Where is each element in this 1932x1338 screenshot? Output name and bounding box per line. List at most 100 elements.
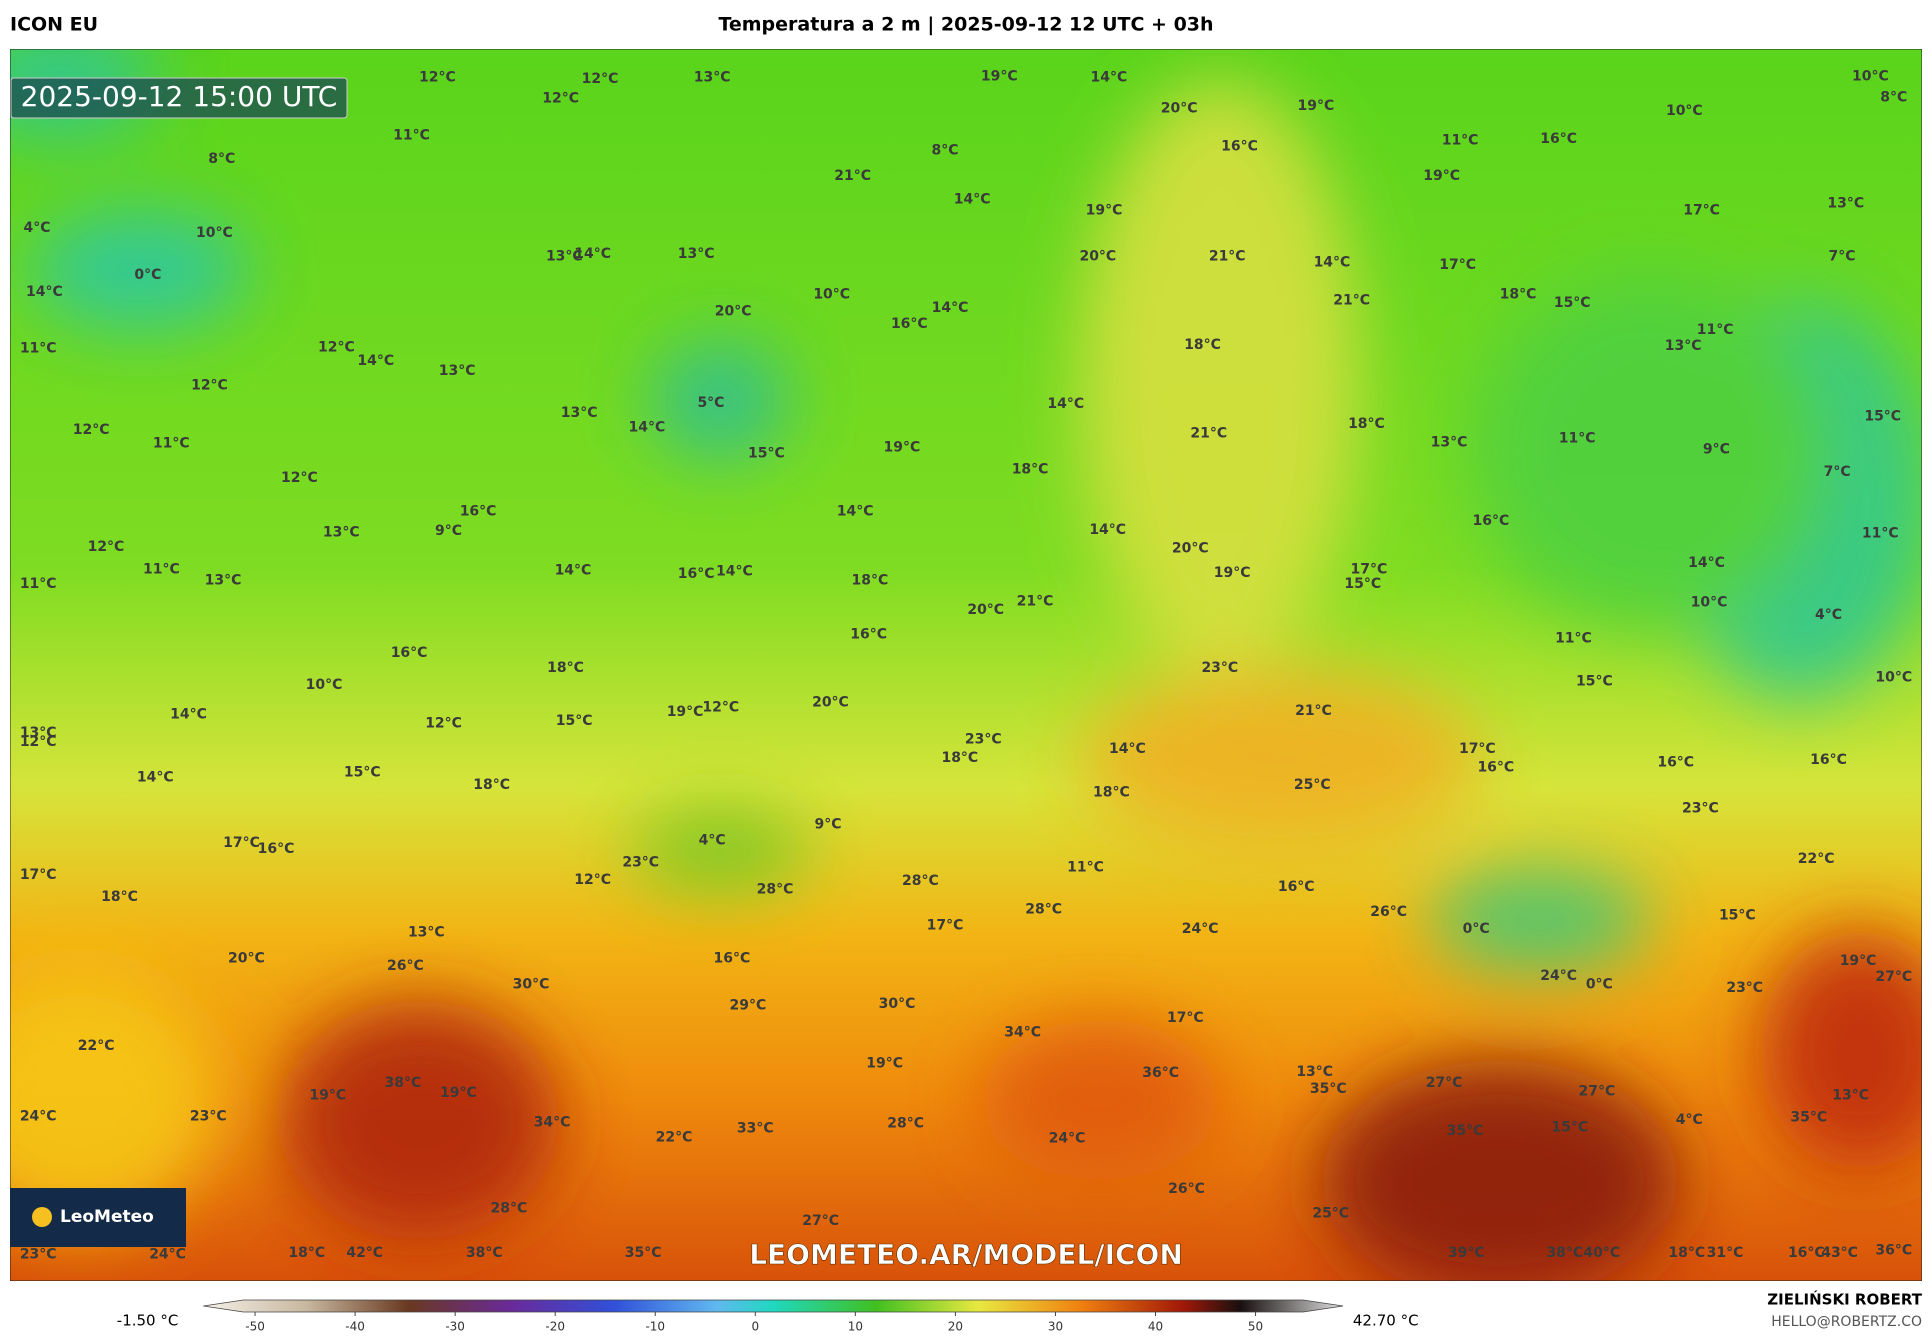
temperature-label: 18°C xyxy=(941,750,978,766)
temperature-label: 24°C xyxy=(20,1108,57,1124)
temperature-label: 11°C xyxy=(393,128,430,144)
colorbar-tick-label: 30 xyxy=(1048,1320,1063,1334)
temperature-label: 18°C xyxy=(1093,784,1130,800)
temperature-label: 10°C xyxy=(813,286,850,302)
colorbar-tick-label: -50 xyxy=(245,1320,265,1334)
temperature-label: 15°C xyxy=(1554,295,1591,311)
temperature-label: 20°C xyxy=(967,602,1004,618)
temperature-label: 12°C xyxy=(73,422,110,438)
temperature-label: 11°C xyxy=(1067,859,1104,875)
temperature-label: 17°C xyxy=(1167,1010,1204,1026)
legend: -50 -40 -30 -20 -10 0 10 20 30 40 50 -1.50 °C 42.70 … xyxy=(117,1299,1419,1334)
email: HELLO@ROBERTZ.CO xyxy=(1771,1314,1922,1330)
temperature-label: 9°C xyxy=(814,816,841,832)
temperature-label: 16°C xyxy=(850,627,887,643)
temperature-label: 15°C xyxy=(1344,576,1381,592)
temperature-label: 16°C xyxy=(1788,1245,1825,1261)
temperature-label: 27°C xyxy=(1578,1084,1615,1100)
watermark: LEOMETEO.AR/MODEL/ICON xyxy=(749,1238,1183,1271)
temperature-label: 42°C xyxy=(346,1245,383,1261)
temperature-label: 16°C xyxy=(1473,513,1510,529)
temperature-label: 24°C xyxy=(1049,1131,1086,1147)
temperature-label: 9°C xyxy=(1703,442,1730,458)
temperature-label: 14°C xyxy=(1688,555,1725,571)
temperature-label: 13°C xyxy=(678,246,715,262)
temperature-label: 14°C xyxy=(1091,70,1128,86)
max-label: 42.70 °C xyxy=(1353,1312,1419,1330)
temperature-label: 20°C xyxy=(812,694,849,710)
temperature-label: 12°C xyxy=(88,539,125,555)
temperature-label: 21°C xyxy=(1333,293,1370,309)
temperature-label: 14°C xyxy=(574,246,611,262)
timestamp-box: 2025-09-12 15:00 UTC xyxy=(10,77,348,119)
temperature-label: 21°C xyxy=(1209,248,1246,264)
temperature-label: 19°C xyxy=(866,1055,903,1071)
temperature-label: 38°C xyxy=(1546,1245,1583,1261)
temperature-label: 23°C xyxy=(1726,980,1763,996)
temperature-label: 18°C xyxy=(1348,416,1385,432)
temperature-label: 16°C xyxy=(714,951,751,967)
temperature-label: 24°C xyxy=(1182,921,1219,937)
temperature-label: 14°C xyxy=(1109,741,1146,757)
temperature-label: 35°C xyxy=(625,1245,662,1261)
temperature-label: 11°C xyxy=(1442,132,1479,148)
colorbar-tick-label: 40 xyxy=(1148,1320,1163,1334)
temperature-label: 25°C xyxy=(1294,777,1331,793)
temperature-label: 13°C xyxy=(20,725,57,741)
temperature-label: 13°C xyxy=(205,572,242,588)
temperature-label: 16°C xyxy=(891,316,928,332)
temperature-label: 19°C xyxy=(440,1085,477,1101)
temperature-label: 12°C xyxy=(425,715,462,731)
temperature-label: 0°C xyxy=(134,267,161,283)
temperature-label: 18°C xyxy=(288,1245,325,1261)
temperature-label: 20°C xyxy=(1172,540,1209,556)
temperature-label: 13°C xyxy=(408,925,445,941)
temperature-label: 7°C xyxy=(1829,248,1856,264)
temperature-label: 10°C xyxy=(1875,670,1912,686)
temperature-label: 28°C xyxy=(902,873,939,889)
temperature-label: 23°C xyxy=(1201,660,1238,676)
temperature-label: 17°C xyxy=(927,917,964,933)
logo-text: LeoMeteo xyxy=(60,1207,154,1227)
temperature-label: 16°C xyxy=(1540,131,1577,147)
colorbar-tick-label: 10 xyxy=(848,1320,863,1334)
temperature-label: 26°C xyxy=(387,958,424,974)
temperature-label: 14°C xyxy=(1089,522,1126,538)
temperature-label: 23°C xyxy=(622,855,659,871)
temperature-label: 21°C xyxy=(1190,426,1227,442)
temperature-label: 17°C xyxy=(1459,741,1496,757)
temperature-label: 10°C xyxy=(306,677,343,693)
temperature-label: 35°C xyxy=(1447,1123,1484,1139)
temperature-label: 17°C xyxy=(1351,561,1388,577)
temperature-label: 27°C xyxy=(1426,1075,1463,1091)
temperature-label: 21°C xyxy=(834,168,871,184)
temperature-label: 8°C xyxy=(932,142,959,158)
temperature-label: 13°C xyxy=(694,70,731,86)
temperature-label: 22°C xyxy=(656,1129,693,1145)
temperature-label: 15°C xyxy=(556,713,593,729)
temperature-label: 12°C xyxy=(20,734,57,750)
temperature-label: 26°C xyxy=(1370,904,1407,920)
temperature-label: 14°C xyxy=(954,192,991,208)
temperature-label: 23°C xyxy=(190,1108,227,1124)
temperature-label: 14°C xyxy=(716,564,753,580)
temperature-label: 14°C xyxy=(137,769,174,785)
colorbar-tick-label: -30 xyxy=(445,1320,465,1334)
temperature-label: 36°C xyxy=(1875,1243,1912,1259)
temperature-label: 19°C xyxy=(309,1087,346,1103)
temperature-label: 14°C xyxy=(170,707,207,723)
temperature-label: 18°C xyxy=(1668,1245,1705,1261)
temperature-label: 33°C xyxy=(737,1121,774,1137)
temperature-label: 12°C xyxy=(318,339,355,355)
temperature-label: 28°C xyxy=(757,882,794,898)
logo: LeoMeteo xyxy=(10,1188,186,1247)
temperature-label: 19°C xyxy=(1214,565,1251,581)
temperature-label: 36°C xyxy=(1142,1065,1179,1081)
temperature-label: 34°C xyxy=(534,1114,571,1130)
temperature-label: 12°C xyxy=(702,699,739,715)
temperature-label: 26°C xyxy=(1168,1181,1205,1197)
temperature-label: 19°C xyxy=(981,68,1018,84)
temperature-label: 14°C xyxy=(1314,254,1351,270)
temperature-label: 18°C xyxy=(547,660,584,676)
temperature-label: 15°C xyxy=(1719,907,1756,923)
